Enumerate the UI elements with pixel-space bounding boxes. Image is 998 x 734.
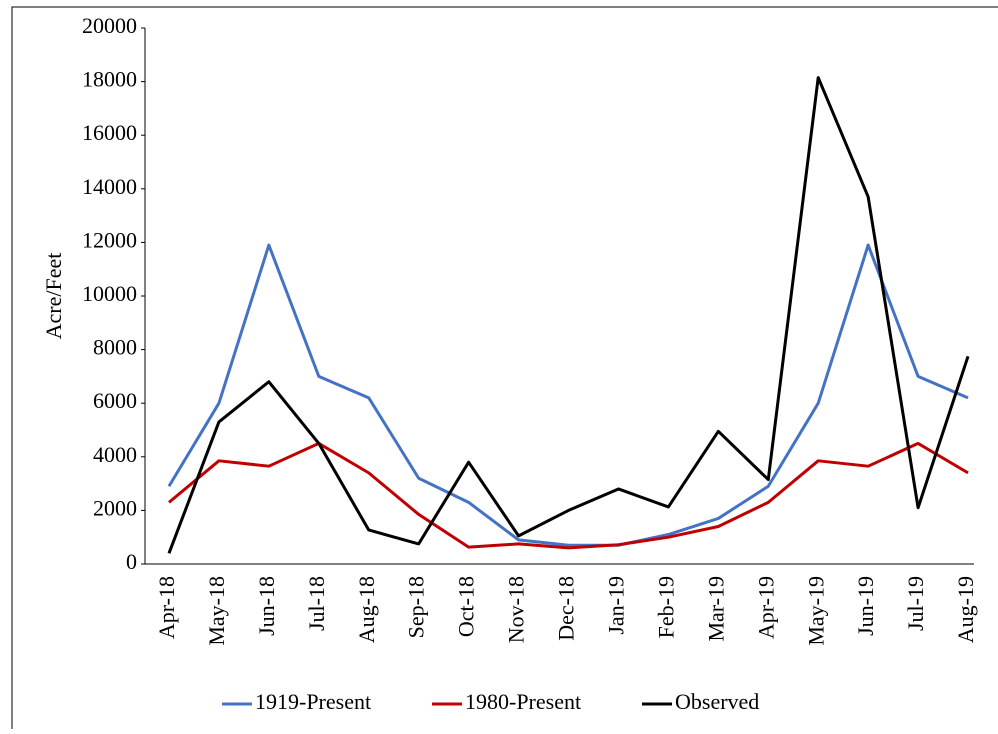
x-tick-label: Jul-19 bbox=[903, 576, 928, 631]
x-tick-label: Dec-18 bbox=[554, 576, 579, 641]
x-tick-label: Nov-18 bbox=[504, 576, 529, 643]
legend-label: Observed bbox=[675, 689, 759, 714]
x-tick-label: Apr-18 bbox=[154, 576, 179, 639]
y-tick-label: 20000 bbox=[82, 13, 137, 38]
x-tick-label: Jun-19 bbox=[853, 576, 878, 636]
series-line bbox=[167, 76, 970, 554]
y-tick-label: 12000 bbox=[82, 227, 137, 252]
x-tick-label: May-18 bbox=[204, 576, 229, 646]
x-tick-label: Jan-19 bbox=[603, 576, 628, 635]
y-tick-label: 14000 bbox=[82, 174, 137, 199]
x-tick-label: Aug-18 bbox=[354, 576, 379, 643]
legend-label: 1980-Present bbox=[465, 689, 581, 714]
x-tick-label: Jul-18 bbox=[304, 576, 329, 631]
y-tick-label: 8000 bbox=[93, 335, 137, 360]
series-line bbox=[167, 243, 969, 547]
y-tick-label: 2000 bbox=[93, 495, 137, 520]
y-tick-label: 4000 bbox=[93, 442, 137, 467]
x-tick-label: Oct-18 bbox=[454, 576, 479, 637]
y-axis-title: Acre/Feet bbox=[41, 253, 66, 340]
y-tick-label: 10000 bbox=[82, 281, 137, 306]
y-tick-label: 16000 bbox=[82, 120, 137, 145]
series-line bbox=[168, 441, 969, 550]
chart-border bbox=[11, 6, 998, 734]
y-tick-label: 18000 bbox=[82, 67, 137, 92]
x-tick-label: Feb-19 bbox=[653, 576, 678, 638]
x-tick-label: Sep-18 bbox=[404, 576, 429, 638]
x-tick-label: Aug-19 bbox=[953, 576, 978, 643]
y-tick-label: 0 bbox=[126, 549, 137, 574]
x-tick-label: Jun-18 bbox=[254, 576, 279, 636]
x-tick-label: May-19 bbox=[803, 576, 828, 646]
x-tick-label: Apr-19 bbox=[753, 576, 778, 639]
x-tick-label: Mar-19 bbox=[703, 576, 728, 642]
legend-label: 1919-Present bbox=[255, 689, 371, 714]
y-tick-label: 6000 bbox=[93, 388, 137, 413]
